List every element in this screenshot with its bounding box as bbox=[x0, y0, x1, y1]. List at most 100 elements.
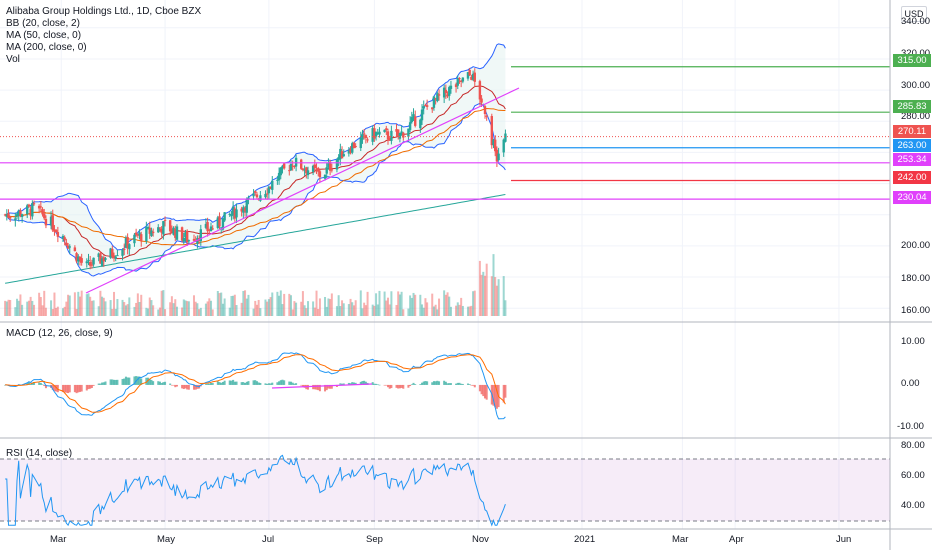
macd-histogram-bar bbox=[376, 384, 379, 385]
candle-body bbox=[128, 244, 131, 250]
symbol-title[interactable]: Alibaba Group Holdings Ltd., 1D, Cboe BZ… bbox=[6, 6, 202, 17]
macd-histogram-bar bbox=[267, 383, 270, 385]
rsi-pane[interactable] bbox=[0, 454, 890, 527]
candle-body bbox=[419, 119, 422, 129]
macd-histogram-bar bbox=[438, 381, 441, 385]
candle-body bbox=[400, 131, 403, 135]
candle-body bbox=[41, 209, 44, 215]
volume-bar bbox=[349, 298, 352, 316]
bollinger-band-fill bbox=[5, 43, 506, 277]
price-label-last[interactable]: 270.11 bbox=[893, 125, 931, 138]
candle-body bbox=[90, 264, 94, 266]
volume-bar bbox=[220, 292, 223, 316]
price-label-230[interactable]: 230.04 bbox=[893, 191, 931, 204]
macd-histogram-bar bbox=[204, 384, 207, 385]
macd-histogram-bar bbox=[414, 384, 417, 385]
currency-label[interactable]: USD bbox=[901, 6, 927, 22]
price-pane[interactable] bbox=[0, 43, 890, 316]
candle-body bbox=[424, 105, 427, 107]
volume-bar bbox=[354, 300, 357, 316]
candle-body bbox=[170, 229, 174, 233]
macd-histogram-bar bbox=[133, 376, 136, 385]
price-label-242[interactable]: 242.00 bbox=[893, 171, 931, 184]
volume-bar bbox=[152, 305, 155, 316]
volume-bar bbox=[113, 291, 116, 316]
volume-bar bbox=[422, 307, 425, 316]
volume-bar bbox=[279, 290, 282, 316]
candle-body bbox=[75, 253, 78, 262]
indicator-macd[interactable]: MACD (12, 26, close, 9) bbox=[6, 328, 113, 339]
candle-body bbox=[56, 232, 60, 237]
price-axis-tick: 280.00 bbox=[901, 111, 931, 122]
volume-bar bbox=[128, 297, 131, 316]
volume-bar bbox=[114, 308, 117, 316]
price-label-315[interactable]: 315.00 bbox=[893, 54, 931, 67]
price-axis-tick: 300.00 bbox=[901, 80, 931, 91]
volume-bar bbox=[317, 309, 320, 316]
macd-histogram-bar bbox=[317, 384, 320, 391]
candle-body bbox=[223, 212, 226, 221]
macd-histogram-bar bbox=[101, 382, 104, 385]
price-label-263[interactable]: 263.00 bbox=[893, 139, 931, 152]
candle-body bbox=[492, 139, 495, 146]
candle-body bbox=[293, 165, 296, 167]
volume-bar bbox=[39, 297, 42, 316]
price-label-285[interactable]: 285.83 bbox=[893, 100, 931, 113]
macd-histogram-bar bbox=[113, 379, 116, 385]
volume-bar bbox=[378, 290, 381, 316]
candle-body bbox=[325, 167, 328, 174]
macd-histogram-bar bbox=[43, 384, 46, 387]
volume-bar bbox=[68, 295, 71, 316]
macd-histogram-bar bbox=[211, 383, 214, 385]
macd-histogram-bar bbox=[494, 384, 497, 408]
macd-histogram-bar bbox=[53, 384, 56, 392]
volume-bar bbox=[315, 290, 318, 316]
macd-trendline[interactable] bbox=[271, 383, 373, 389]
macd-histogram-bar bbox=[288, 381, 291, 385]
macd-histogram-bar bbox=[206, 383, 209, 385]
volume-bar bbox=[267, 299, 270, 316]
volume-bar bbox=[187, 301, 190, 316]
volume-bar bbox=[288, 293, 291, 316]
volume-bar bbox=[244, 290, 247, 316]
indicator-ma50[interactable]: MA (50, close, 0) bbox=[6, 30, 82, 41]
candle-body bbox=[20, 214, 24, 217]
candle-body bbox=[459, 80, 463, 82]
volume-bar bbox=[109, 300, 112, 316]
indicator-bb[interactable]: BB (20, close, 2) bbox=[6, 18, 80, 29]
volume-bar bbox=[121, 299, 124, 316]
candle-body bbox=[305, 167, 308, 174]
price-label-253[interactable]: 253.34 bbox=[893, 153, 931, 166]
indicator-vol[interactable]: Vol bbox=[6, 54, 20, 65]
volume-bar bbox=[432, 306, 435, 316]
macd-histogram-bar bbox=[364, 381, 367, 385]
candle-body bbox=[199, 229, 203, 242]
horizontal-levels[interactable] bbox=[0, 66, 890, 200]
indicator-rsi[interactable]: RSI (14, close) bbox=[6, 448, 73, 459]
macd-histogram-bar bbox=[349, 383, 352, 385]
volume-bar bbox=[472, 291, 475, 316]
volume-bar bbox=[67, 294, 70, 316]
macd-histogram-bar bbox=[89, 384, 92, 389]
candle-body bbox=[494, 139, 497, 152]
macd-histogram-bar bbox=[27, 382, 30, 385]
macd-histogram-bar bbox=[126, 377, 129, 385]
macd-histogram-bar bbox=[216, 381, 219, 385]
macd-histogram-bar bbox=[293, 383, 296, 385]
volume-bar bbox=[208, 298, 211, 316]
macd-histogram-bar bbox=[150, 379, 153, 385]
volume-bar bbox=[233, 294, 236, 316]
volume-bar bbox=[473, 290, 476, 316]
candle-body bbox=[172, 227, 175, 235]
rsi-axis-tick: 40.00 bbox=[901, 500, 925, 511]
indicator-ma200[interactable]: MA (200, close, 0) bbox=[6, 42, 87, 53]
candle-body bbox=[374, 131, 378, 137]
macd-histogram-bar bbox=[114, 379, 117, 385]
volume-bar bbox=[160, 290, 163, 316]
trendline[interactable] bbox=[85, 87, 520, 294]
macd-pane[interactable] bbox=[4, 352, 507, 420]
macd-histogram-bar bbox=[388, 384, 391, 389]
candle-body bbox=[228, 213, 231, 215]
